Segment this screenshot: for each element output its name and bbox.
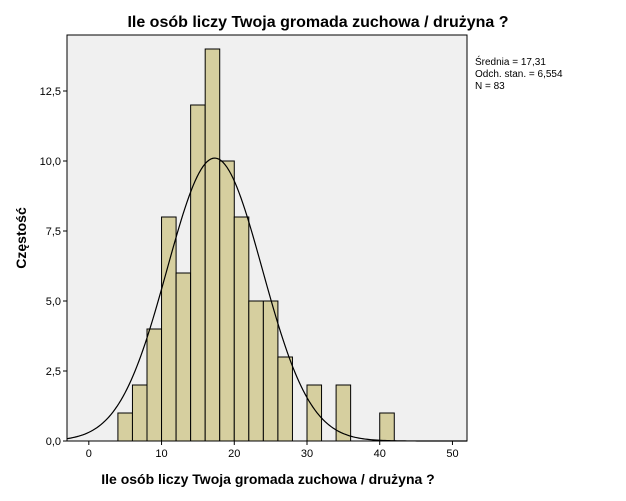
y-axis-label: Częstość: [13, 207, 29, 269]
histogram-bar: [117, 412, 133, 442]
normal-curve: [66, 157, 467, 442]
histogram-bar: [233, 216, 250, 442]
x-tick-label: 0: [86, 448, 92, 460]
histogram-bar: [146, 328, 163, 442]
histogram-bar: [306, 384, 323, 442]
y-tick-label: 0,0: [46, 436, 61, 448]
histogram-bar: [277, 356, 293, 442]
ticks-group: 0 10 20 30 40 50 0,0 2,5 5,0 7,5 10,0 12,5: [40, 86, 459, 460]
x-tick-label: 30: [301, 448, 313, 460]
stat-n: N = 83: [475, 81, 505, 92]
x-tick-label: 40: [374, 448, 386, 460]
bars-group: [117, 48, 395, 442]
histogram-bar: [219, 160, 235, 442]
histogram-bar: [248, 300, 264, 442]
histogram-bar: [262, 300, 279, 442]
x-tick-label: 10: [155, 448, 167, 460]
stat-sd: Odch. stan. = 6,554: [475, 69, 563, 80]
stat-mean: Średnia = 17,31: [475, 55, 546, 68]
histogram-bar: [190, 104, 206, 442]
x-tick-label: 20: [228, 448, 240, 460]
y-tick-label: 7,5: [46, 226, 61, 238]
histogram-bar: [204, 48, 221, 442]
y-tick-label: 10,0: [40, 156, 61, 168]
histogram-bar: [335, 384, 352, 442]
histogram-bar: [175, 272, 192, 442]
y-tick-label: 2,5: [46, 366, 61, 378]
x-tick-label: 50: [446, 448, 458, 460]
y-tick-label: 12,5: [40, 86, 61, 98]
histogram-bar: [379, 412, 395, 442]
histogram-bar: [161, 216, 177, 442]
histogram-bar: [131, 384, 148, 442]
y-tick-label: 5,0: [46, 296, 61, 308]
chart-title: Ile osób liczy Twoja gromada zuchowa / d…: [127, 14, 508, 31]
x-axis-label: Ile osób liczy Twoja gromada zuchowa / d…: [101, 471, 434, 487]
